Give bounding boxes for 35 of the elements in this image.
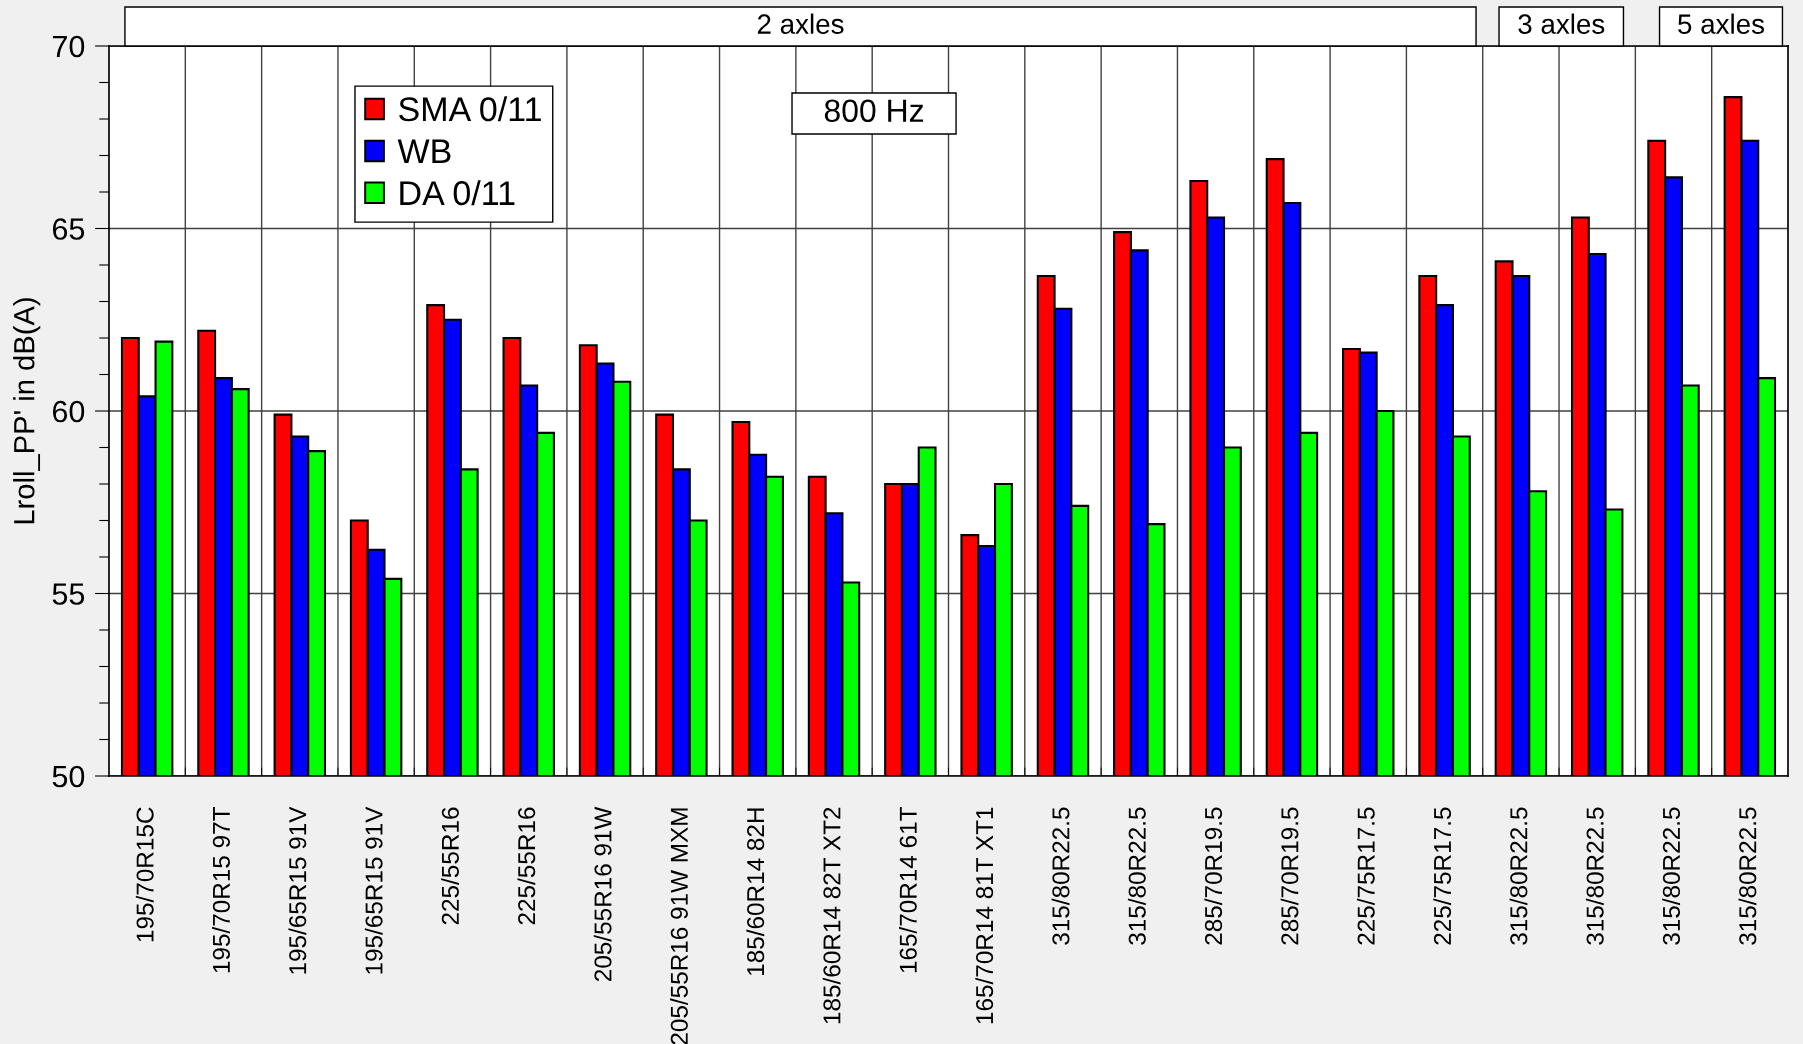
x-tick-label: 315/80R22.5 xyxy=(1585,807,1604,945)
x-tick-label: 205/55R16 91W xyxy=(593,806,612,981)
x-tick-label: 195/70R15 97T xyxy=(212,807,230,973)
x-tick-label: 315/80R22.5 xyxy=(1127,807,1146,945)
legend-label: WB xyxy=(397,139,451,163)
text: 2 axles xyxy=(757,13,844,34)
x-tick-label: 165/70R14 61T xyxy=(899,807,917,973)
legend-label: SMA 0/11 xyxy=(399,96,541,122)
y-tick-label: 55 xyxy=(52,583,85,605)
x-tick-label: 185/60R14 82H xyxy=(746,808,765,975)
x-tick-label: 225/75R17.5 xyxy=(1356,807,1375,945)
x-tick-label: 315/80R22.5 xyxy=(1509,807,1528,945)
x-tick-label: 195/70R15C xyxy=(135,807,154,942)
x-tick-label: 315/80R22.5 xyxy=(1662,807,1681,945)
y-tick-label: 70 xyxy=(52,35,85,58)
x-tick-label: 195/65R15 91V xyxy=(364,806,383,974)
x-tick-label: 315/80R22.5 xyxy=(1738,807,1757,945)
x-tick-label: 285/70R19.5 xyxy=(1204,807,1223,945)
y-axis-title: Lroll_PP' in dB(A) xyxy=(13,298,41,524)
legend-label: DA 0/11 xyxy=(400,180,515,206)
x-tick-label: 315/80R22.5 xyxy=(1051,807,1070,945)
x-tick-label: 225/55R16 xyxy=(517,807,536,925)
x-tick-label: 165/70R14 81T XT1 xyxy=(975,807,994,1024)
y-tick-label: 65 xyxy=(52,218,85,240)
x-tick-label: 225/55R16 xyxy=(441,807,459,925)
x-tick-label: 195/65R15 91V xyxy=(288,806,307,974)
x-tick-label: 185/60R14 82T XT2 xyxy=(822,807,841,1024)
annotation: 800 Hz xyxy=(824,99,924,123)
text: 5 axles xyxy=(1678,13,1765,34)
x-tick-label: 205/55R16 91W MXM xyxy=(670,808,688,1044)
text: 3 axles xyxy=(1518,13,1605,34)
y-tick-label: 60 xyxy=(52,400,85,423)
x-tick-label: 225/75R17.5 xyxy=(1433,807,1452,945)
x-tick-label: 285/70R19.5 xyxy=(1280,807,1299,945)
y-tick-label: 50 xyxy=(52,765,85,788)
